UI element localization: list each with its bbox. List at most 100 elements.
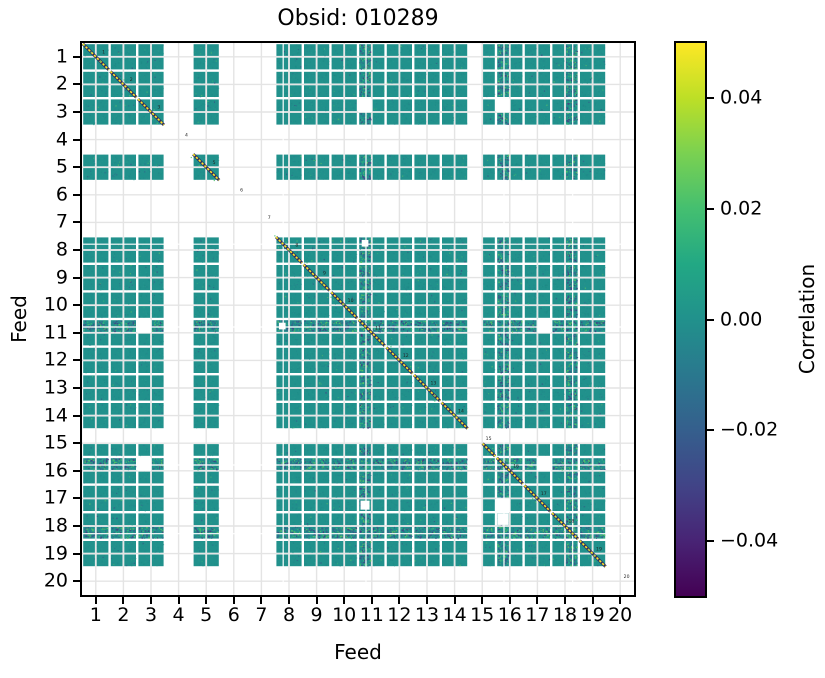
colorbar-ticks: 0.04 0.02 0.00 −0.02 −0.04 bbox=[707, 43, 822, 596]
x-axis-label: Feed bbox=[334, 640, 382, 664]
y-tick-label: 20 bbox=[43, 569, 68, 592]
x-tick-mark bbox=[288, 597, 290, 604]
x-tick-mark bbox=[619, 597, 622, 604]
y-tick-mark bbox=[73, 221, 80, 224]
colorbar-gradient bbox=[676, 43, 705, 596]
y-tick-mark bbox=[73, 497, 80, 500]
y-tick-mark bbox=[73, 387, 80, 389]
x-tick-mark bbox=[177, 597, 180, 604]
x-tick-mark bbox=[315, 597, 318, 604]
colorbar-tick-mark bbox=[707, 539, 714, 542]
y-tick-label: 10 bbox=[43, 293, 68, 316]
heatmap-axes bbox=[80, 41, 636, 597]
x-tick-mark bbox=[122, 597, 125, 604]
x-tick-label: 5 bbox=[200, 604, 213, 626]
heatmap-canvas bbox=[82, 43, 634, 595]
y-tick-mark bbox=[73, 580, 80, 583]
y-tick-mark bbox=[73, 359, 80, 362]
colorbar-tick-label: 0.04 bbox=[720, 86, 763, 109]
x-tick-label: 12 bbox=[387, 604, 412, 626]
y-tick-mark bbox=[73, 469, 80, 472]
y-tick-mark bbox=[73, 552, 80, 555]
y-tick-label: 15 bbox=[43, 431, 68, 454]
x-tick-label: 8 bbox=[282, 604, 296, 626]
colorbar bbox=[674, 41, 707, 598]
x-tick-mark bbox=[481, 597, 484, 604]
y-tick-label: 12 bbox=[43, 348, 68, 371]
x-axis-ticks: 1 2 3 4 5 6 7 8 9 10 11 12 13 14 15 16 17 18 19 20 bbox=[82, 597, 634, 639]
y-tick-mark bbox=[73, 55, 80, 58]
y-tick-mark bbox=[73, 525, 80, 527]
x-tick-mark bbox=[205, 597, 208, 604]
x-tick-mark bbox=[426, 597, 428, 604]
y-tick-mark bbox=[73, 138, 80, 141]
y-tick-label: 13 bbox=[43, 376, 68, 399]
y-tick-mark bbox=[73, 111, 80, 113]
plot-title: Obsid: 010289 bbox=[277, 6, 439, 31]
x-tick-label: 16 bbox=[497, 604, 522, 626]
y-tick-label: 16 bbox=[43, 459, 68, 482]
colorbar-tick-mark bbox=[707, 207, 714, 210]
y-tick-label: 18 bbox=[43, 514, 68, 537]
y-axis-label: Feed bbox=[7, 295, 31, 343]
y-tick-label: 14 bbox=[43, 404, 68, 427]
x-tick-label: 9 bbox=[310, 604, 323, 626]
y-tick-mark bbox=[73, 193, 80, 196]
y-tick-label: 19 bbox=[43, 542, 68, 565]
x-tick-mark bbox=[536, 597, 539, 604]
x-tick-mark bbox=[398, 597, 401, 604]
x-tick-label: 17 bbox=[525, 604, 550, 626]
y-tick-mark bbox=[73, 331, 80, 334]
x-tick-label: 19 bbox=[580, 604, 605, 626]
x-tick-mark bbox=[453, 597, 456, 604]
x-tick-mark bbox=[94, 597, 97, 604]
x-tick-mark bbox=[591, 597, 594, 604]
colorbar-tick-mark bbox=[707, 97, 714, 100]
x-tick-label: 11 bbox=[359, 604, 384, 626]
y-tick-mark bbox=[73, 276, 80, 279]
y-tick-label: 2 bbox=[55, 72, 68, 95]
colorbar-tick-label: −0.02 bbox=[720, 418, 779, 441]
y-tick-mark bbox=[73, 304, 80, 307]
x-tick-label: 13 bbox=[414, 604, 440, 626]
colorbar-tick-mark bbox=[707, 318, 714, 321]
y-tick-label: 5 bbox=[55, 155, 68, 178]
y-tick-label: 6 bbox=[55, 183, 68, 206]
x-tick-label: 6 bbox=[227, 604, 240, 626]
x-tick-label: 4 bbox=[172, 604, 185, 626]
colorbar-label: Correlation bbox=[795, 263, 819, 375]
colorbar-tick-label: 0.00 bbox=[720, 308, 763, 330]
x-tick-label: 2 bbox=[117, 604, 130, 626]
y-axis-ticks: 1 2 3 4 5 6 7 8 9 10 11 12 13 14 15 16 17 18 19 20 bbox=[0, 43, 80, 595]
x-tick-label: 1 bbox=[89, 604, 102, 626]
x-tick-label: 10 bbox=[332, 604, 357, 626]
y-tick-label: 3 bbox=[55, 100, 68, 123]
x-tick-label: 20 bbox=[608, 604, 633, 626]
y-tick-label: 11 bbox=[43, 321, 68, 344]
x-tick-label: 15 bbox=[470, 604, 495, 626]
y-tick-label: 1 bbox=[55, 45, 68, 68]
x-tick-label: 7 bbox=[255, 604, 268, 626]
colorbar-tick-label: −0.04 bbox=[720, 529, 779, 552]
colorbar-tick-mark bbox=[707, 429, 714, 432]
x-tick-mark bbox=[260, 597, 263, 604]
y-tick-label: 17 bbox=[43, 486, 68, 509]
y-tick-label: 9 bbox=[55, 266, 68, 289]
y-tick-label: 7 bbox=[55, 210, 68, 233]
y-tick-mark bbox=[73, 166, 80, 169]
x-tick-mark bbox=[564, 597, 566, 604]
x-tick-mark bbox=[508, 597, 511, 604]
y-tick-mark bbox=[73, 442, 80, 445]
x-tick-mark bbox=[343, 597, 346, 604]
y-tick-label: 8 bbox=[55, 238, 68, 261]
x-tick-mark bbox=[370, 597, 373, 604]
x-tick-label: 3 bbox=[144, 604, 158, 626]
y-tick-label: 4 bbox=[55, 128, 68, 151]
x-tick-label: 18 bbox=[552, 604, 578, 626]
colorbar-tick-label: 0.02 bbox=[720, 197, 763, 220]
x-tick-mark bbox=[150, 597, 152, 604]
y-tick-mark bbox=[73, 83, 80, 86]
y-tick-mark bbox=[73, 249, 80, 251]
x-tick-label: 14 bbox=[442, 604, 467, 626]
